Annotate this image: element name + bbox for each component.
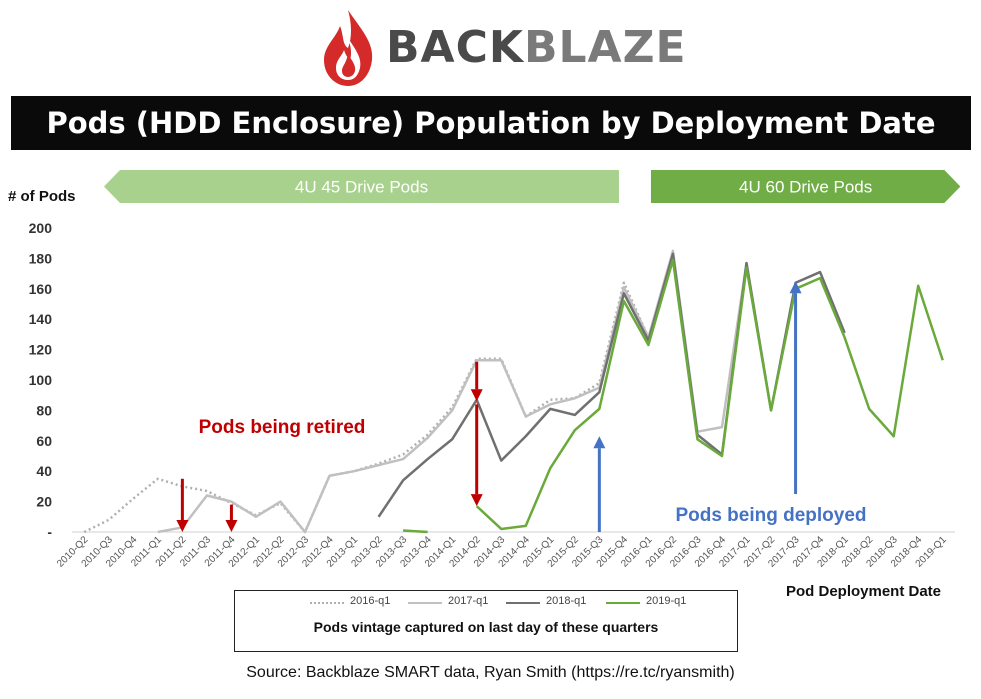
y-tick-label: - [47, 524, 52, 540]
series-line-2016-q1 [83, 281, 650, 534]
series-line-2017-q1 [157, 249, 748, 534]
retired-arrow-head [470, 389, 483, 402]
y-tick-label: 180 [29, 250, 53, 266]
retired-arrow-head [176, 520, 189, 532]
brand-part-back: BACK [386, 22, 524, 73]
backblaze-logo: BACKBLAZE [318, 8, 686, 88]
legend-swatch [310, 602, 344, 604]
y-tick-label: 140 [29, 311, 53, 327]
flame-icon [324, 10, 373, 86]
x-axis-label: Pod Deployment Date [786, 583, 942, 600]
brand-part-blaze: BLAZE [523, 22, 687, 73]
y-tick-label: 20 [36, 494, 52, 510]
source-note: Source: Backblaze SMART data, Ryan Smith… [246, 664, 735, 681]
legend-label: 2018-q1 [546, 595, 587, 607]
deployed-arrow-head [789, 281, 802, 294]
y-tick-label: 100 [29, 372, 53, 388]
retired-arrow-head [225, 520, 238, 532]
legend-label: 2019-q1 [646, 595, 687, 607]
y-tick-label: 40 [36, 463, 52, 479]
legend-swatch [408, 602, 442, 604]
deployed-annotation: Pods being deployed [675, 505, 866, 526]
y-tick-label: 60 [36, 433, 52, 449]
legend-caption: Pods vintage captured on last day of the… [313, 619, 659, 635]
series-line-2019-q1 [403, 529, 428, 534]
brand-wordmark: BACKBLAZE [386, 22, 687, 73]
y-tick-label: 200 [29, 220, 53, 236]
banner-0 [104, 170, 619, 203]
y-tick-label: 160 [29, 281, 53, 297]
y-tick-label: 80 [36, 402, 52, 418]
retired-arrow-head [470, 494, 483, 507]
legend-label: 2016-q1 [350, 595, 391, 607]
series-line-2018-q1 [377, 252, 846, 518]
series-line-2019-q1 [475, 258, 944, 531]
banner-label-1: 4U 60 Drive Pods [739, 178, 872, 197]
legend: 2016-q1 2017-q1 2018-q1 2019-q1 Pods vintag… [234, 590, 738, 652]
banner-1 [650, 170, 961, 203]
retired-annotation: Pods being retired [199, 417, 366, 438]
chart-title: Pods (HDD Enclosure) Population by Deplo… [11, 96, 971, 150]
deployed-arrow-head [593, 436, 606, 449]
banner-label-0: 4U 45 Drive Pods [295, 178, 428, 197]
y-tick-label: 120 [29, 342, 53, 358]
legend-swatch [606, 602, 640, 604]
legend-swatch [506, 602, 540, 604]
legend-label: 2017-q1 [448, 595, 489, 607]
y-axis-label: # of Pods [8, 188, 76, 205]
